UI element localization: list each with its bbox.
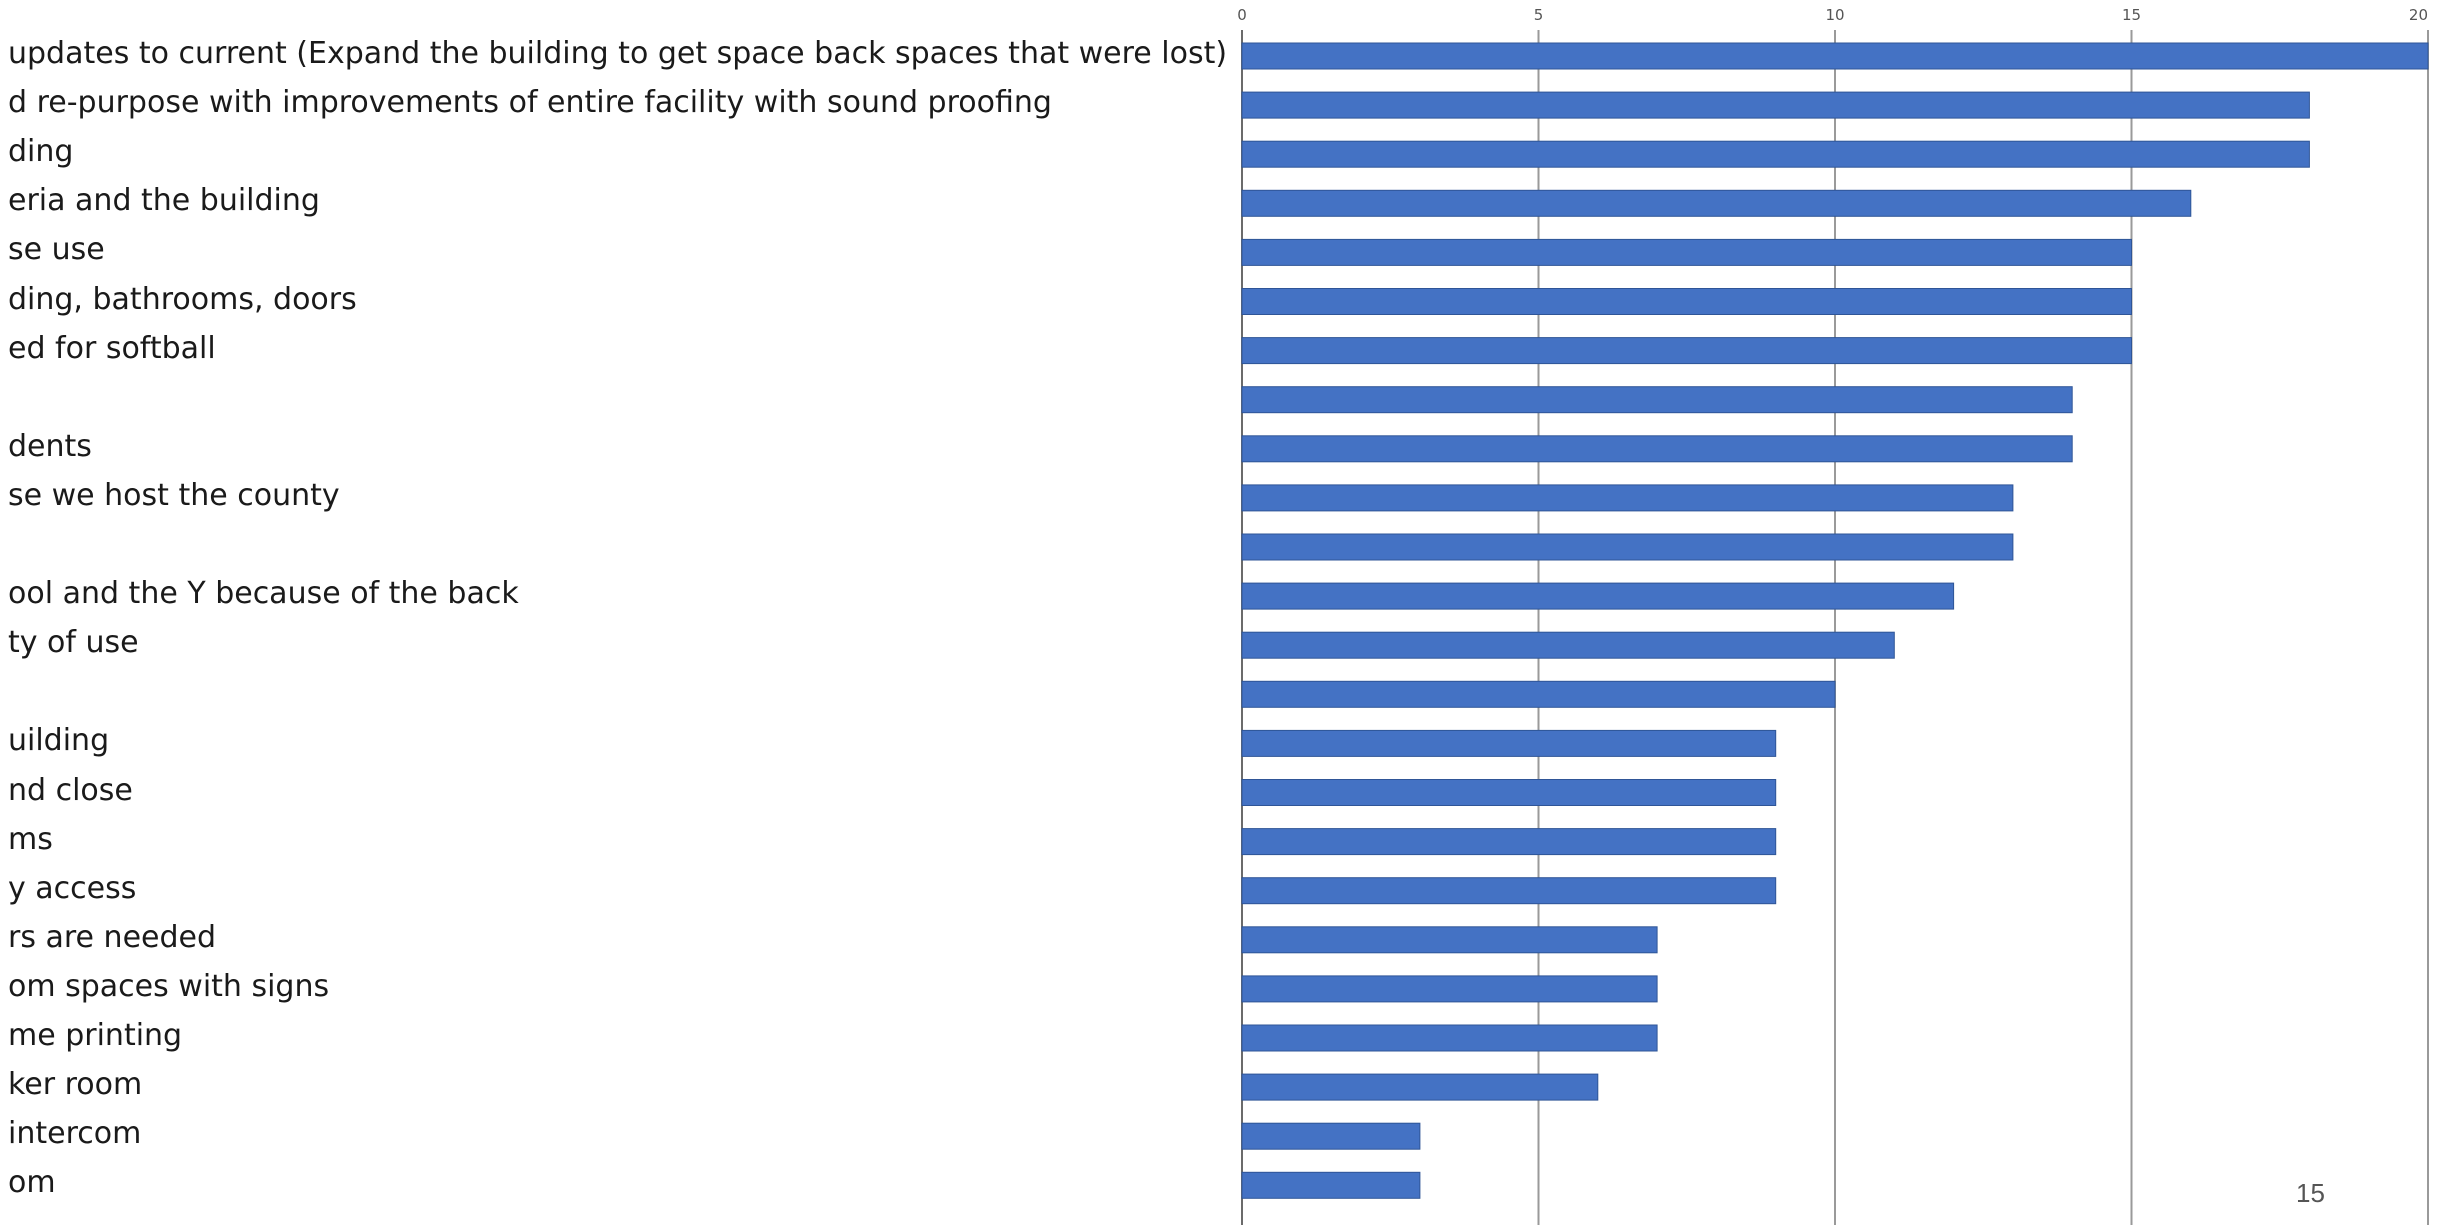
bar <box>1241 828 1777 856</box>
bar <box>1241 1024 1658 1052</box>
category-label: ed for softball <box>8 331 216 366</box>
category-label: y access <box>8 871 137 906</box>
category-label: ool and the Y because of the back <box>8 577 519 612</box>
bar <box>1241 1122 1421 1150</box>
x-tick-label: 15 <box>2122 6 2141 24</box>
category-label: om spaces with signs <box>8 969 330 1004</box>
bar <box>1241 91 2310 119</box>
category-label: d re-purpose with improvements of entire… <box>8 86 1052 121</box>
bar <box>1241 779 1777 806</box>
slide-number: 15 <box>2296 1178 2325 1208</box>
x-tick-label: 0 <box>1237 6 1247 24</box>
bar <box>1241 484 2014 512</box>
bar <box>1241 926 1658 954</box>
category-label: om <box>8 1166 56 1201</box>
category-label: se we host the county <box>8 478 340 513</box>
bar <box>1241 42 2429 70</box>
category-label: updates to current (Expand the building … <box>8 37 1228 71</box>
bar <box>1241 680 1836 708</box>
bar <box>1241 189 2192 217</box>
bar <box>1241 877 1777 905</box>
category-label: ding, bathrooms, doors <box>8 282 357 317</box>
category-label: dents <box>8 429 92 464</box>
bar <box>1241 533 2014 561</box>
bar <box>1241 975 1658 1003</box>
bar <box>1241 631 1895 659</box>
category-label: ms <box>8 822 53 857</box>
bar <box>1241 729 1777 757</box>
bar <box>1241 435 2073 463</box>
bar <box>1241 140 2310 168</box>
bar <box>1241 337 2132 365</box>
bar <box>1241 288 2132 315</box>
category-label: eria and the building <box>8 184 320 219</box>
category-label: ker room <box>8 1068 143 1103</box>
category-label: intercom <box>8 1117 142 1152</box>
x-tick-label: 5 <box>1534 6 1544 24</box>
bar <box>1241 1073 1599 1101</box>
x-tick-label: 20 <box>2409 6 2428 24</box>
category-label: uilding <box>8 724 110 759</box>
bar <box>1241 1171 1421 1199</box>
category-label: me printing <box>8 1019 183 1053</box>
category-label: ding <box>8 135 74 170</box>
bar <box>1241 386 2073 414</box>
x-tick-label: 10 <box>1825 6 1844 24</box>
category-label: ty of use <box>8 626 139 661</box>
bar <box>1241 582 1955 610</box>
category-label: rs are needed <box>8 920 217 955</box>
category-label: nd close <box>8 773 133 808</box>
category-label: se use <box>8 233 105 268</box>
bar <box>1241 238 2132 266</box>
